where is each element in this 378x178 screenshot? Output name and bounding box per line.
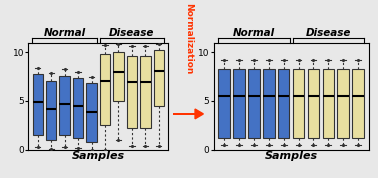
PathPatch shape: [100, 54, 110, 125]
Text: Normal: Normal: [233, 28, 275, 38]
PathPatch shape: [59, 76, 70, 135]
Text: Normalization: Normalization: [184, 3, 193, 75]
PathPatch shape: [140, 56, 150, 128]
PathPatch shape: [33, 74, 43, 135]
PathPatch shape: [127, 56, 137, 128]
Text: Disease: Disease: [109, 28, 155, 38]
PathPatch shape: [278, 69, 290, 138]
PathPatch shape: [248, 69, 260, 138]
PathPatch shape: [338, 69, 349, 138]
X-axis label: Samples: Samples: [72, 151, 125, 161]
PathPatch shape: [73, 78, 84, 138]
PathPatch shape: [153, 51, 164, 106]
Text: Normal: Normal: [43, 28, 86, 38]
PathPatch shape: [293, 69, 304, 138]
PathPatch shape: [46, 81, 56, 140]
X-axis label: Samples: Samples: [265, 151, 318, 161]
PathPatch shape: [263, 69, 274, 138]
PathPatch shape: [308, 69, 319, 138]
Text: Disease: Disease: [306, 28, 351, 38]
PathPatch shape: [233, 69, 245, 138]
PathPatch shape: [86, 83, 97, 142]
PathPatch shape: [113, 53, 124, 101]
PathPatch shape: [352, 69, 364, 138]
PathPatch shape: [322, 69, 334, 138]
PathPatch shape: [218, 69, 230, 138]
